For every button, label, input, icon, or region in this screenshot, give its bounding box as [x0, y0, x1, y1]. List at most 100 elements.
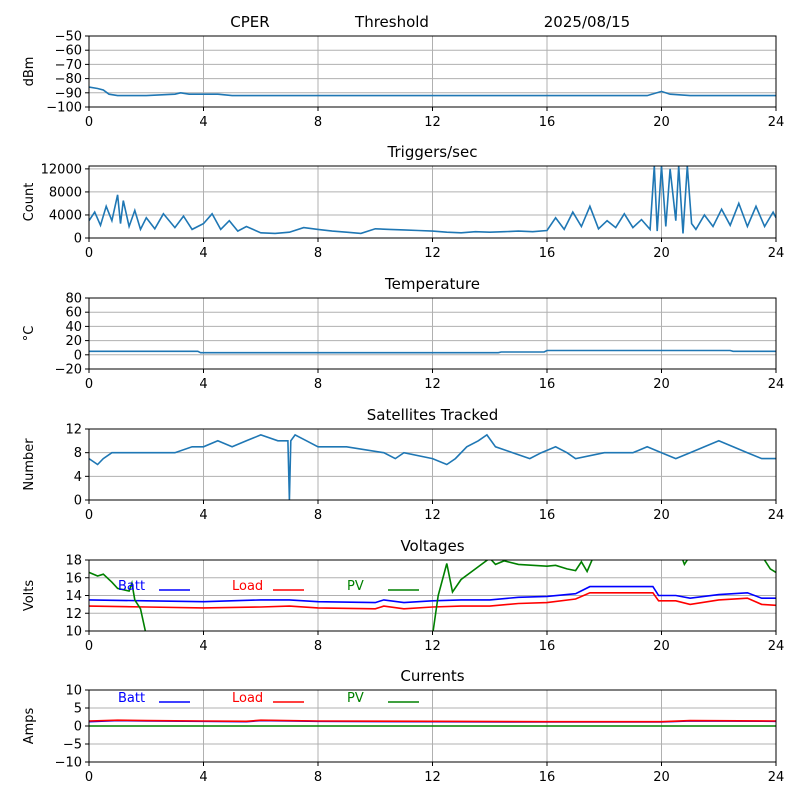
- x-tick-label: 24: [768, 377, 785, 392]
- x-tick-label: 0: [85, 115, 93, 130]
- x-tick-label: 20: [653, 377, 670, 392]
- series-line-triggers: [89, 166, 776, 235]
- x-tick-label: 24: [768, 115, 785, 130]
- header-mode: Threshold: [354, 13, 429, 31]
- y-axis-label: °C: [22, 326, 37, 342]
- y-axis-label: Amps: [22, 707, 37, 744]
- panel-currents: Batt Load PV 0 4 8 12 16 20 24 −10 −5 0 5 10 Currents Am…: [22, 667, 784, 785]
- y-tick-label: 80: [65, 292, 82, 307]
- y-tick-label: −100: [46, 101, 82, 116]
- x-tick-label: 20: [653, 508, 670, 523]
- x-tick-label: 12: [424, 639, 441, 654]
- y-tick-label: 16: [65, 571, 82, 586]
- y-tick-label: 5: [74, 702, 82, 717]
- legend-label-load: Load: [232, 691, 263, 706]
- series-line-load: [89, 719, 776, 723]
- legend-label-pv: PV: [347, 579, 364, 594]
- panel-voltages: Batt Load PV 0 4 8 12 16 20 24 10 12 14 16 18 Voltages V…: [22, 537, 784, 654]
- x-tick-label: 8: [314, 377, 322, 392]
- panel-title: Triggers/sec: [387, 143, 478, 161]
- x-tick-label: 24: [768, 770, 785, 785]
- x-tick-label: 8: [314, 639, 322, 654]
- y-tick-label: −80: [55, 72, 82, 87]
- x-tick-label: 4: [199, 508, 207, 523]
- panel-title: Satellites Tracked: [367, 406, 498, 424]
- x-tick-label: 24: [768, 246, 785, 261]
- x-tick-label: 12: [424, 115, 441, 130]
- y-axis-label: Number: [22, 438, 37, 491]
- y-tick-label: 14: [65, 589, 82, 604]
- x-tick-label: 16: [539, 246, 556, 261]
- y-tick-label: 0: [74, 494, 82, 509]
- y-tick-label: 12: [65, 423, 82, 438]
- y-tick-label: 0: [74, 348, 82, 363]
- x-tick-label: 4: [199, 115, 207, 130]
- x-tick-label: 4: [199, 377, 207, 392]
- y-tick-label: −5: [63, 738, 82, 753]
- y-tick-label: 60: [65, 306, 82, 321]
- x-tick-label: 0: [85, 639, 93, 654]
- x-tick-label: 20: [653, 639, 670, 654]
- x-tick-label: 16: [539, 115, 556, 130]
- x-tick-label: 20: [653, 246, 670, 261]
- y-tick-label: 0: [74, 232, 82, 247]
- header-site: CPER: [230, 13, 269, 31]
- series-line-batt: [89, 585, 776, 604]
- x-tick-label: 12: [424, 377, 441, 392]
- x-tick-label: 0: [85, 770, 93, 785]
- panel-satellites: 0 4 8 12 16 20 24 0 4 8 12 Satellites Tracked Number: [22, 406, 784, 523]
- panel-title: Currents: [400, 667, 464, 685]
- legend-label-load: Load: [232, 579, 263, 594]
- series-line-pv: [89, 560, 776, 631]
- series-line-temperature: [89, 349, 776, 354]
- x-tick-label: 8: [314, 115, 322, 130]
- x-tick-label: 4: [199, 770, 207, 785]
- x-tick-label: 4: [199, 639, 207, 654]
- y-tick-label: 10: [65, 625, 82, 640]
- y-tick-label: −90: [55, 86, 82, 101]
- panel-triggers: 0 4 8 12 16 20 24 0 4000 8000 12000 Triggers/sec Cou…: [22, 143, 784, 261]
- series-line-load: [89, 591, 776, 610]
- y-tick-label: 20: [65, 334, 82, 349]
- x-tick-label: 0: [85, 377, 93, 392]
- y-tick-label: −10: [55, 756, 82, 771]
- y-tick-label: −70: [55, 58, 82, 73]
- x-tick-label: 0: [85, 508, 93, 523]
- y-tick-label: 40: [65, 320, 82, 335]
- x-tick-label: 12: [424, 770, 441, 785]
- y-axis-label: dBm: [22, 57, 37, 87]
- y-axis-label: Volts: [22, 580, 37, 612]
- y-tick-label: 12000: [41, 162, 82, 177]
- y-tick-label: 18: [65, 554, 82, 569]
- y-tick-label: 0: [74, 720, 82, 735]
- x-tick-label: 20: [653, 770, 670, 785]
- y-axis-label: Count: [22, 183, 37, 222]
- x-tick-label: 20: [653, 115, 670, 130]
- y-tick-label: 12: [65, 607, 82, 622]
- y-tick-label: 8: [74, 446, 82, 461]
- panel-title: Temperature: [384, 275, 480, 293]
- y-tick-label: −60: [55, 44, 82, 59]
- x-tick-label: 0: [85, 246, 93, 261]
- x-tick-label: 16: [539, 770, 556, 785]
- header-date: 2025/08/15: [544, 13, 630, 31]
- x-tick-label: 16: [539, 377, 556, 392]
- x-tick-label: 12: [424, 508, 441, 523]
- x-tick-label: 24: [768, 639, 785, 654]
- legend-label-pv: PV: [347, 691, 364, 706]
- y-tick-label: 4: [74, 470, 82, 485]
- y-tick-label: 4000: [49, 208, 82, 223]
- x-tick-label: 4: [199, 246, 207, 261]
- x-tick-label: 24: [768, 508, 785, 523]
- series-line-rssi: [89, 86, 776, 97]
- y-tick-label: 10: [65, 684, 82, 699]
- x-tick-label: 8: [314, 246, 322, 261]
- y-tick-label: −20: [55, 363, 82, 378]
- x-tick-label: 16: [539, 508, 556, 523]
- y-tick-label: −50: [55, 30, 82, 45]
- x-tick-label: 8: [314, 508, 322, 523]
- x-tick-label: 8: [314, 770, 322, 785]
- panel-rssi: 0 4 8 12 16 20 24 −100−90−80−70−60−50 dBm: [22, 30, 784, 131]
